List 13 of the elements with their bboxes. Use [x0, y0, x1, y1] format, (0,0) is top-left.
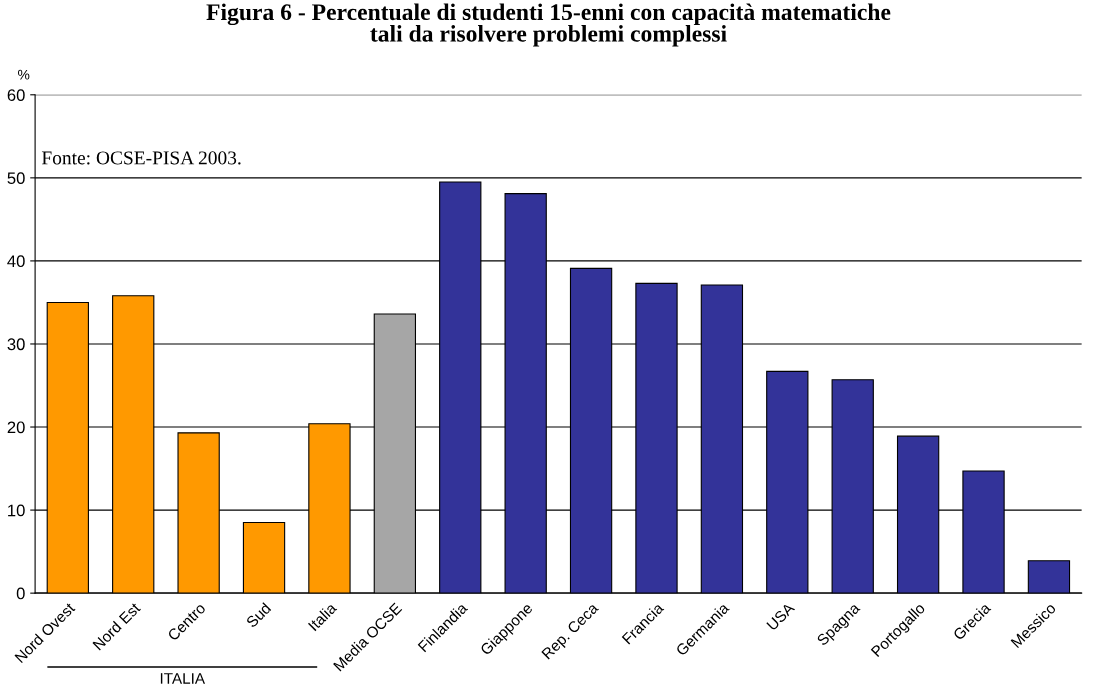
annotation: Fonte: OCSE-PISA 2003. — [41, 151, 241, 165]
x-tick-label: Sud — [245, 602, 272, 629]
y-tick-label: 40 — [7, 255, 25, 268]
y-tick-label: 0 — [16, 587, 25, 600]
y-tick-label: 30 — [7, 338, 25, 351]
y-tick-label: 10 — [8, 504, 25, 517]
y-axis-title: % — [18, 69, 30, 80]
y-tick-label: 20 — [7, 421, 25, 434]
text: ITALIA — [160, 673, 206, 684]
chart-title: Figura 6 - Percentuale di studenti 15-enni con capacità matematiche tali da risolvere problemi complessi — [206, 3, 891, 47]
y-tick-label: 50 — [7, 172, 25, 185]
y-tick-label: 60 — [7, 89, 25, 101]
x-tick-label: USA — [766, 601, 796, 631]
